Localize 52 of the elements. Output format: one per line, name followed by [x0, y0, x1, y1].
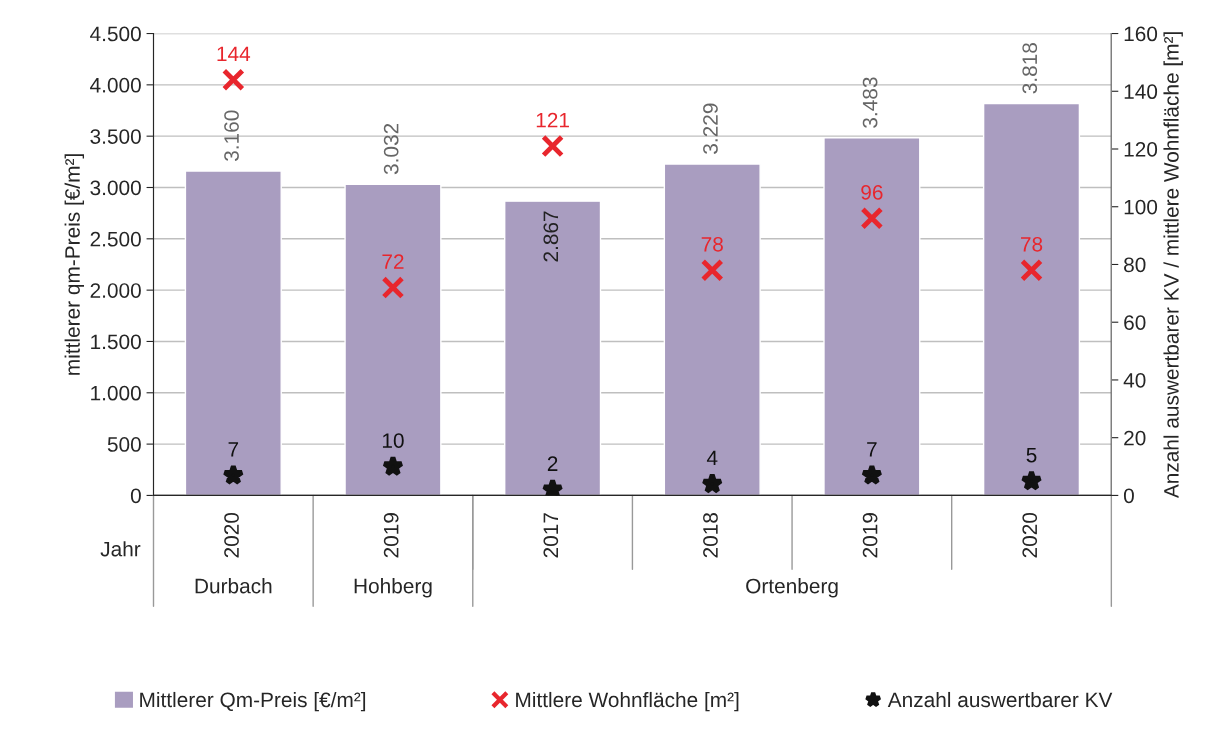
- y-tick-label: 500: [107, 437, 141, 452]
- data-label: 3.032: [383, 123, 399, 175]
- data-label: 3.229: [703, 103, 718, 154]
- text: Jahr: [100, 541, 141, 557]
- y2-tick-label: 0: [1123, 488, 1134, 504]
- data-label: 78: [1021, 236, 1043, 252]
- data-label: 4: [706, 450, 718, 466]
- data-label: 7: [228, 442, 239, 457]
- x-tick-label: 2019: [862, 513, 878, 558]
- y-tick-label: 1.000: [91, 385, 141, 401]
- y-tick-label: 4.000: [90, 77, 141, 93]
- legend-label: Anzahl auswertbarer KV: [887, 691, 1113, 708]
- data-label: 2: [547, 456, 558, 471]
- data-label: 3.818: [1022, 43, 1038, 94]
- y-tick-label: 2.500: [90, 231, 141, 247]
- data-label: 144: [217, 46, 251, 61]
- data-label: 7: [867, 442, 877, 457]
- y2-tick-label: 160: [1124, 26, 1158, 42]
- y2-axis-title: Anzahl auswertbarer KV / mittlere Wohnfläche [m²]: [1163, 32, 1183, 499]
- y2-tick-label: 60: [1124, 315, 1146, 330]
- y2-tick-label: 100: [1124, 199, 1158, 215]
- data-label: 2.867: [543, 211, 559, 262]
- legend-label: Mittlerer Qm-Preis [€/m²]: [140, 691, 366, 712]
- data-label: 3.483: [862, 77, 878, 128]
- data-label: 96: [861, 184, 883, 200]
- y-tick-label: 0: [130, 488, 141, 504]
- y2-tick-label: 140: [1124, 84, 1158, 100]
- y2-tick-label: 80: [1124, 257, 1146, 273]
- y2-tick-label: 120: [1124, 142, 1158, 157]
- x-tick-label: 2018: [703, 512, 718, 558]
- data-label: 5: [1026, 447, 1037, 463]
- y2-tick-label: 40: [1123, 372, 1146, 388]
- y-tick-label: 3.000: [90, 180, 141, 196]
- data-label: 10: [382, 433, 404, 448]
- data-label: 121: [536, 112, 569, 128]
- data-label: 78: [701, 236, 723, 252]
- text: Hohberg: [354, 578, 432, 598]
- data-label: 72: [382, 254, 404, 269]
- x-tick-label: 2017: [543, 513, 559, 558]
- text: Ortenberg: [746, 578, 838, 598]
- x-tick-label: 2020: [224, 512, 239, 558]
- y-tick-label: 3.500: [90, 129, 141, 144]
- y-axis-title: mittlerer qm-Preis [€/m²]: [64, 154, 85, 375]
- x-tick-label: 2020: [1022, 512, 1038, 558]
- x-tick-label: 2019: [383, 513, 399, 558]
- text: Durbach: [195, 578, 272, 594]
- data-label: 3.160: [224, 110, 239, 162]
- y2-tick-label: 20: [1124, 430, 1146, 446]
- legend-label: Mittlere Wohnfläche [m²]: [516, 691, 739, 712]
- y-tick-label: 4.500: [90, 26, 141, 42]
- y-tick-label: 2.000: [90, 283, 141, 298]
- y-tick-label: 1.500: [91, 334, 141, 350]
